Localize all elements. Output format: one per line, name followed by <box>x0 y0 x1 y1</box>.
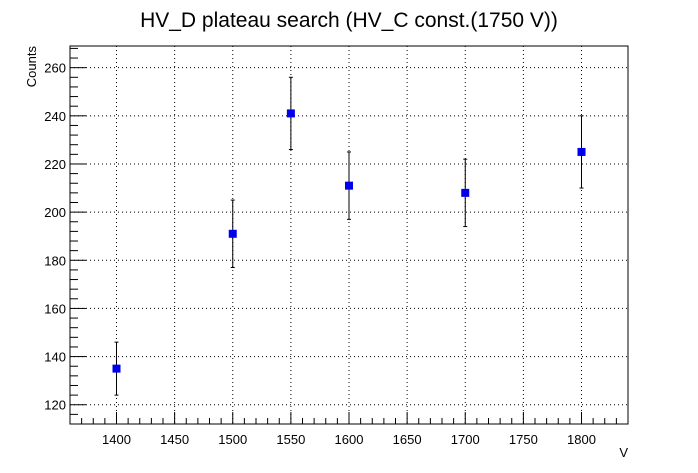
grid-lines <box>70 46 628 424</box>
data-point <box>461 158 470 228</box>
data-points <box>112 76 586 396</box>
x-axis-tick-labels: 1400 1450 1500 1550 1600 1650 1700 1750 1800 <box>102 432 596 447</box>
x-tick-label: 1700 <box>451 432 480 447</box>
y-axis-label: Counts <box>24 46 39 88</box>
x-tick-label: 1400 <box>102 432 131 447</box>
y-tick-label: 220 <box>44 157 66 172</box>
x-tick-label: 1750 <box>509 432 538 447</box>
chart-title: HV_D plateau search (HV_C const.(1750 V)… <box>140 9 558 32</box>
data-point <box>345 151 353 220</box>
axis-ticks <box>69 47 629 425</box>
data-point <box>577 115 586 189</box>
point-marker <box>577 147 586 156</box>
y-tick-label: 140 <box>44 350 66 365</box>
data-point <box>228 199 237 269</box>
x-tick-label: 1650 <box>393 432 422 447</box>
y-tick-label: 180 <box>44 253 66 268</box>
x-tick-label: 1550 <box>276 432 305 447</box>
y-tick-label: 240 <box>44 109 66 124</box>
x-tick-label: 1800 <box>567 432 596 447</box>
y-tick-label: 160 <box>44 301 66 316</box>
x-tick-label: 1600 <box>335 432 364 447</box>
y-tick-label: 260 <box>44 61 66 76</box>
data-point <box>286 76 295 151</box>
y-tick-label: 200 <box>44 205 66 220</box>
y-axis-tick-labels: 120 140 160 180 200 220 240 260 <box>44 61 66 413</box>
data-point <box>112 341 121 396</box>
point-marker <box>345 181 353 190</box>
x-tick-label: 1500 <box>218 432 247 447</box>
x-axis-label: V <box>619 445 628 460</box>
x-tick-label: 1450 <box>160 432 189 447</box>
point-marker <box>228 229 237 238</box>
y-tick-label: 120 <box>44 398 66 413</box>
point-marker <box>286 109 295 118</box>
point-marker <box>461 188 470 197</box>
point-marker <box>112 364 121 373</box>
